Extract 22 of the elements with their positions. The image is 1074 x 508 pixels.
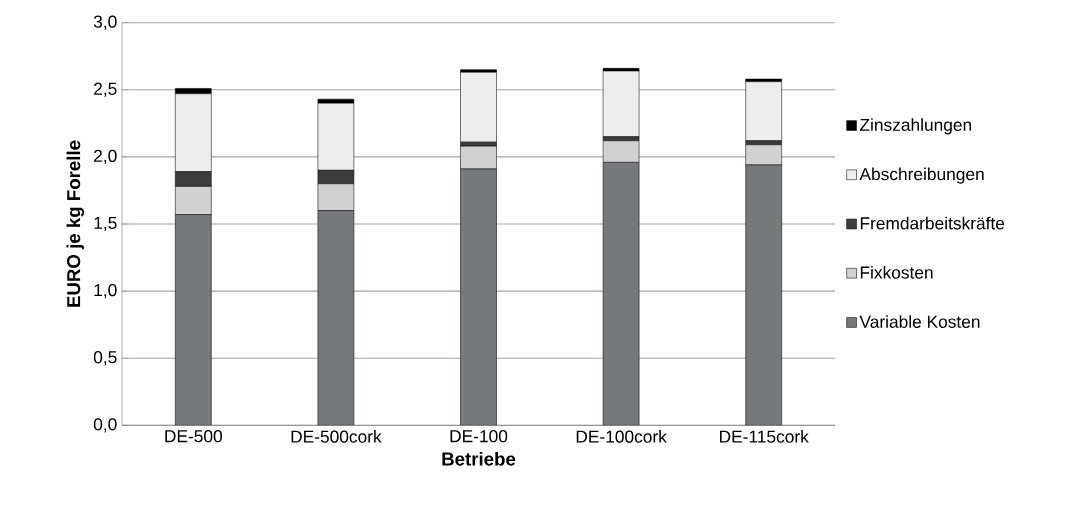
x-axis-title: Betriebe — [442, 451, 516, 466]
bar — [602, 70, 640, 138]
x-tick-label: DE-500cork — [291, 430, 382, 443]
y-tick-label: 2,0 — [94, 149, 117, 165]
x-tick-label: DE-100cork — [576, 430, 667, 443]
y-tick-label: 2,5 — [94, 82, 117, 97]
bar — [460, 72, 497, 143]
y-tick-label: 1,5 — [94, 216, 117, 232]
legend-label: Zinszahlungen — [860, 118, 972, 135]
y-tick-label: 3,0 — [93, 15, 117, 30]
legend-label: Abschreibungen — [859, 167, 984, 184]
bar — [745, 81, 782, 142]
x-tick-label: DE-115cork — [720, 430, 809, 443]
x-tick-label: DE-500 — [165, 430, 223, 443]
legend-label: Variable Kosten — [859, 315, 980, 328]
legend-label: Fremdarbeitskräfte — [860, 216, 1005, 230]
x-tick-label: DE-100 — [450, 430, 508, 443]
legend-label: Fixkosten — [860, 265, 933, 279]
y-tick-label: 1,0 — [94, 283, 117, 299]
y-tick-label: 0,5 — [93, 351, 117, 366]
y-tick-label: 0,0 — [93, 418, 117, 433]
y-axis-title: EURO je kg Forelle — [66, 140, 85, 307]
